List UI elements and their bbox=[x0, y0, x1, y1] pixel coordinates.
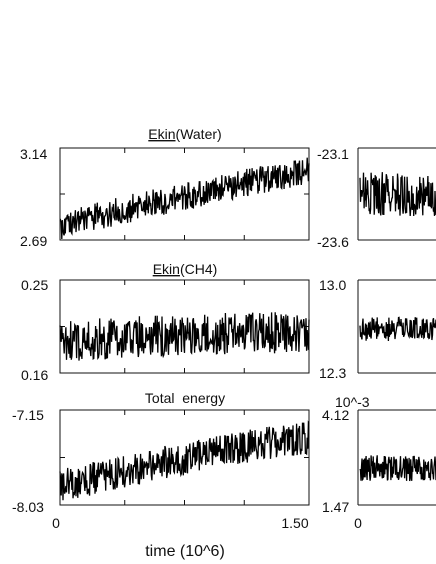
right-y-bottom-label-2: 12.3 bbox=[319, 365, 346, 381]
right-exponent-label: 10^-3 bbox=[335, 394, 370, 410]
y-bottom-label-total-energy: -8.03 bbox=[12, 499, 44, 515]
right-y-bottom-label-3: 1.47 bbox=[322, 499, 349, 515]
panel-ekin-water: Ekin(Water) 3.14 2.69 bbox=[20, 126, 310, 249]
right-series-line-2 bbox=[359, 316, 436, 342]
right-panel-1: -23.1 -23.6 bbox=[317, 146, 436, 250]
x-tick-label-1-50: 1.50 bbox=[281, 515, 308, 531]
right-series-line-3 bbox=[359, 455, 436, 482]
right-y-top-label-1: -23.1 bbox=[317, 146, 349, 162]
series-line-ekin-water bbox=[59, 157, 310, 240]
panel-title-total-energy: Total energy bbox=[145, 390, 225, 406]
panel-ekin-ch4: Ekin(CH4) 0.25 0.16 bbox=[21, 261, 310, 383]
y-top-label-total-energy: -7.15 bbox=[12, 407, 44, 423]
y-top-label-ekin-ch4: 0.25 bbox=[21, 277, 48, 293]
panel-total-energy: Total energy -7.15 -8.03 bbox=[12, 390, 310, 515]
right-y-bottom-label-1: -23.6 bbox=[317, 234, 349, 250]
right-y-top-label-3: 4.12 bbox=[322, 407, 349, 423]
series-line-total-energy bbox=[59, 420, 310, 501]
right-panel-2: 13.0 12.3 bbox=[319, 277, 436, 381]
right-y-top-label-2: 13.0 bbox=[319, 277, 346, 293]
right-panel-3: 10^-3 4.12 1.47 0 bbox=[322, 394, 436, 531]
x-tick-label-0: 0 bbox=[52, 515, 60, 531]
right-series-line-1 bbox=[359, 172, 436, 217]
x-axis-label: time (10^6) bbox=[145, 543, 225, 560]
right-x-tick-label-0: 0 bbox=[354, 515, 362, 531]
y-bottom-label-ekin-water: 2.69 bbox=[20, 233, 47, 249]
panel-title-ekin-ch4: Ekin(CH4) bbox=[153, 261, 218, 277]
y-top-label-ekin-water: 3.14 bbox=[20, 146, 47, 162]
series-line-ekin-ch4 bbox=[59, 312, 310, 361]
panel-title-ekin-water: Ekin(Water) bbox=[148, 126, 221, 142]
y-bottom-label-ekin-ch4: 0.16 bbox=[21, 367, 48, 383]
